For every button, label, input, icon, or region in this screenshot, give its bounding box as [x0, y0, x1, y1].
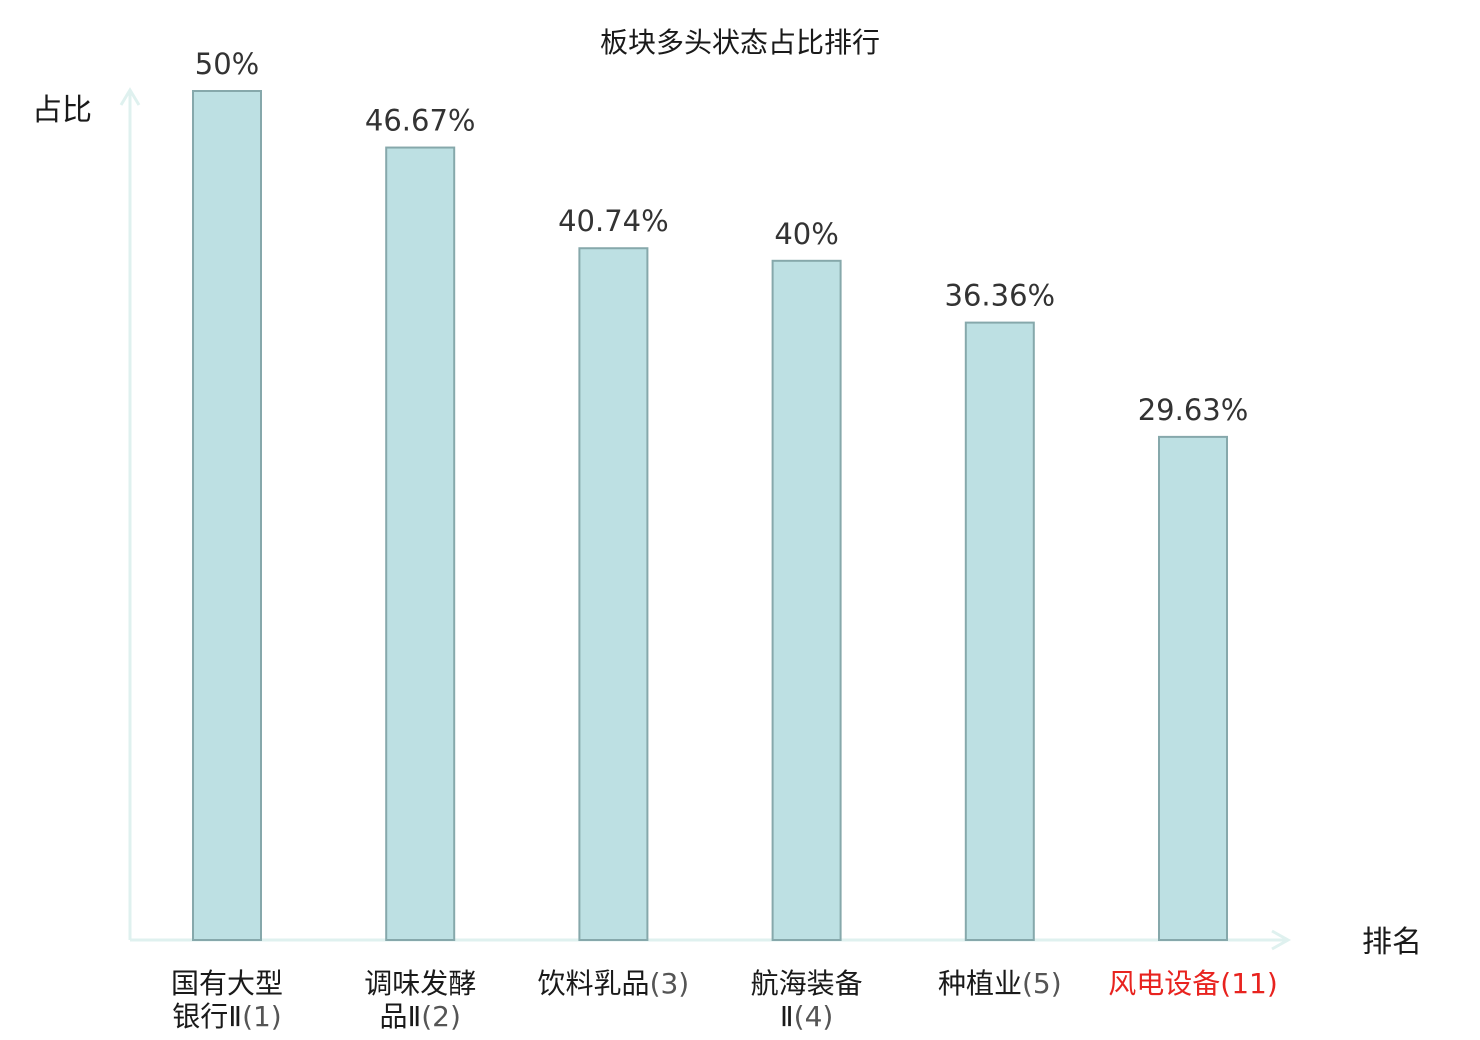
category-rank: (1)	[242, 1000, 282, 1033]
category-label-3: 饮料乳品(3)	[538, 967, 690, 1000]
category-label-2: 调味发酵品Ⅱ(2)	[364, 967, 476, 1033]
category-rank: (4)	[794, 1000, 834, 1033]
category-label-line: 种植业	[938, 967, 1022, 1000]
category-label-line: 银行Ⅱ	[172, 1000, 242, 1033]
category-label-5: 种植业(5)	[938, 967, 1062, 1000]
value-label-1: 50%	[195, 47, 259, 81]
category-rank: (5)	[1022, 967, 1062, 1000]
category-rank: (11)	[1220, 967, 1277, 1000]
bar-6	[1158, 435, 1228, 941]
value-label-3: 40.74%	[558, 204, 669, 238]
category-label-line: 航海装备	[751, 967, 863, 1000]
category-rank: (3)	[650, 967, 690, 1000]
category-label-line: Ⅱ	[780, 1000, 794, 1033]
value-label-5: 36.36%	[945, 279, 1056, 313]
x-axis-label: 排名	[1362, 925, 1422, 960]
value-label-4: 40%	[774, 217, 838, 251]
category-rank: (2)	[421, 1000, 461, 1033]
bars-group: 50% 国有大型银行Ⅱ(1) 46.67% 调味发酵品Ⅱ(2) 40.74% 饮料乳品(3…	[171, 47, 1278, 1033]
value-label-2: 46.67%	[365, 104, 476, 138]
category-label-1: 国有大型银行Ⅱ(1)	[171, 967, 283, 1033]
category-label-line: 国有大型	[171, 967, 283, 1000]
x-axis-arrow-icon	[1271, 929, 1292, 951]
value-label-6: 29.63%	[1138, 393, 1249, 427]
category-label-4: 航海装备 Ⅱ(4)	[751, 967, 863, 1033]
y-axis-label: 占比	[32, 93, 92, 128]
bar-1	[192, 90, 262, 941]
category-label-line: 风电设备	[1108, 967, 1220, 1000]
bar-3	[578, 247, 649, 941]
bar-5	[964, 321, 1035, 942]
y-axis-arrow-icon	[119, 87, 141, 106]
category-label-line: 品Ⅱ	[379, 1000, 421, 1033]
bar-2	[385, 146, 456, 941]
bar-4	[771, 259, 842, 941]
category-label-line: 饮料乳品	[538, 967, 650, 1000]
chart-title: 板块多头状态占比排行	[600, 26, 880, 59]
category-label-line: 调味发酵	[364, 967, 476, 1000]
category-label-6: 风电设备(11)	[1108, 967, 1278, 1000]
